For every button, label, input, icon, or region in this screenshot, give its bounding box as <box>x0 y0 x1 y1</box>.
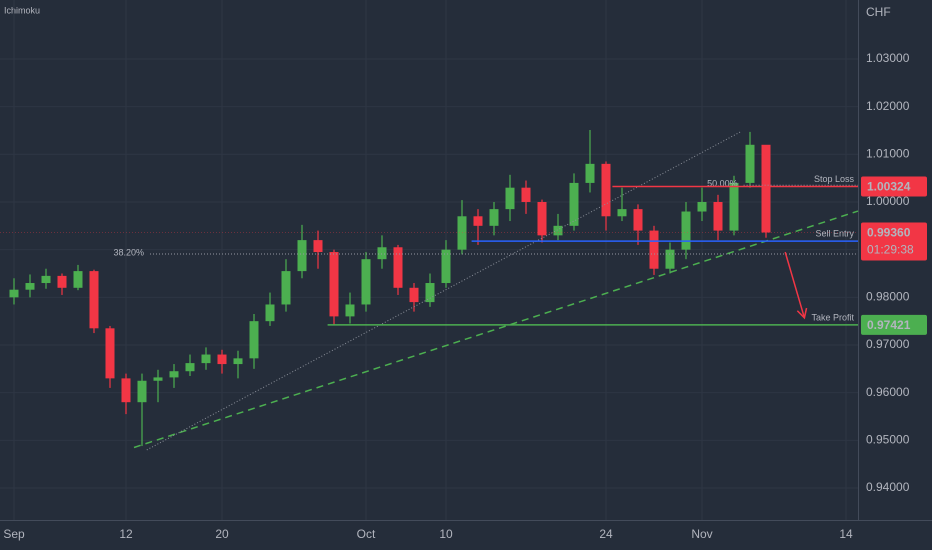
countdown-label: 01:29:38 <box>867 243 914 257</box>
candle-body <box>617 209 627 217</box>
x-tick-label: 14 <box>839 527 853 541</box>
x-tick-label: 10 <box>439 527 453 541</box>
y-tick-label: 0.97000 <box>866 337 910 351</box>
level-name: Stop Loss <box>814 174 855 184</box>
candle-body <box>505 187 515 210</box>
candle-body <box>665 249 675 269</box>
y-tick-label: 0.96000 <box>866 385 910 399</box>
candle-body <box>681 211 691 250</box>
fib-label: 38.20% <box>113 247 144 257</box>
candle-body <box>57 275 67 288</box>
candle-body <box>185 363 195 372</box>
candle-body <box>585 163 595 183</box>
price-tag-label: 1.00324 <box>867 180 911 194</box>
candle-body <box>297 240 307 272</box>
candle-body <box>425 283 435 303</box>
x-tick-label: 12 <box>119 527 133 541</box>
candle-body <box>409 287 419 303</box>
candle-body <box>105 328 115 379</box>
candle-body <box>697 201 707 212</box>
y-tick-label: 1.01000 <box>866 146 910 160</box>
last-price-label: 0.99360 <box>867 226 911 240</box>
candle-body <box>313 240 323 253</box>
y-tick-label: 0.94000 <box>866 480 910 494</box>
candle-body <box>457 216 467 250</box>
candle-body <box>233 358 243 365</box>
x-tick-label: 24 <box>599 527 613 541</box>
candle-body <box>729 182 739 231</box>
indicator-label: Ichimoku <box>4 5 40 15</box>
candle-body <box>41 275 51 284</box>
candle-body <box>553 225 563 236</box>
candle-body <box>377 247 387 260</box>
trendline <box>146 131 741 451</box>
candle-body <box>121 378 131 403</box>
candle-body <box>633 209 643 231</box>
x-tick-label: Nov <box>691 527 712 541</box>
price-tag <box>861 176 927 197</box>
arrow-head <box>796 307 808 320</box>
y-tick-label: 0.98000 <box>866 289 910 303</box>
trendline <box>133 210 859 449</box>
last-price-tag <box>861 222 927 261</box>
candle-body <box>521 187 531 202</box>
candle-body <box>25 283 35 290</box>
candle-body <box>393 247 403 288</box>
arrow <box>784 251 806 319</box>
candle-body <box>329 252 339 317</box>
x-tick-label: Sep <box>3 527 25 541</box>
y-tick-label: 1.02000 <box>866 99 910 113</box>
candle-body <box>9 289 19 298</box>
candle-body <box>137 380 147 403</box>
fib-label: 50.00% <box>707 179 738 189</box>
candle-body <box>361 259 371 305</box>
candle-body <box>569 182 579 226</box>
candle-body <box>649 230 659 269</box>
candle-body <box>89 271 99 329</box>
candle-body <box>281 271 291 305</box>
candle-body <box>217 354 227 365</box>
candle-body <box>345 304 355 317</box>
candle-body <box>761 144 771 233</box>
candle-body <box>601 163 611 217</box>
y-tick-label: 0.95000 <box>866 433 910 447</box>
x-tick-label: Oct <box>357 527 376 541</box>
candle-body <box>169 371 179 378</box>
candle-body <box>441 249 451 284</box>
level-name: Sell Entry <box>815 228 854 238</box>
candle-body <box>153 377 163 381</box>
candle-body <box>745 144 755 183</box>
currency-label: CHF <box>866 5 891 19</box>
level-name: Take Profit <box>811 312 854 322</box>
candle-body <box>473 216 483 226</box>
candle-body <box>201 354 211 364</box>
candle-body <box>249 321 259 359</box>
candle-body <box>713 201 723 231</box>
candle-body <box>537 201 547 236</box>
price-tag-label: 0.97421 <box>867 318 911 332</box>
price-tag <box>861 314 927 335</box>
y-tick-label: 1.00000 <box>866 194 910 208</box>
candle-body <box>265 304 275 322</box>
x-tick-label: 20 <box>215 527 229 541</box>
candle-body <box>489 209 499 226</box>
candle-body <box>73 271 83 288</box>
y-tick-label: 1.03000 <box>866 51 910 65</box>
